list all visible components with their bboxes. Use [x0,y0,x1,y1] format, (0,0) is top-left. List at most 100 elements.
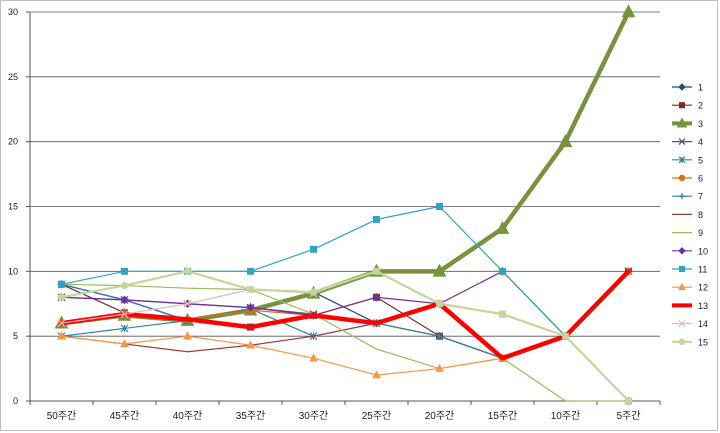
series-group [54,4,636,406]
x-tick-label: 25주간 [362,410,392,422]
data-point [435,363,444,372]
legend-label: 5 [698,155,703,165]
legend-entry-10: 10 [672,246,708,256]
legend-label: 6 [698,174,703,184]
data-point [183,267,192,275]
x-tick-label: 45주간 [110,410,140,422]
data-point [372,267,381,275]
legend-entry-4: 4 [672,137,703,147]
data-point [435,300,444,308]
legend-marker [678,83,686,91]
data-point [120,310,129,319]
x-tick-label: 50주간 [47,410,77,422]
series-line-13 [59,269,631,361]
x-tick-label: 35주간 [236,410,266,422]
legend-entry-6: 6 [672,174,703,184]
legend-marker [678,102,686,109]
legend-label: 10 [698,246,708,256]
legend-entry-12: 12 [672,283,708,293]
series-line-15 [60,270,630,403]
data-point [120,281,129,290]
data-point [183,331,192,340]
legend-marker [678,320,686,328]
data-point [561,332,570,340]
legend-entry-2: 2 [672,101,703,111]
y-tick-label: 25 [8,72,18,82]
data-point [435,332,444,341]
legend-label: 1 [698,83,703,93]
data-point [495,220,510,234]
legend-entry-11: 11 [672,265,707,275]
axes: 0 5 10 15 20 25 30 50주간 45주간 40주간 35주간 30주간 25주간 20주간… [8,7,661,422]
y-tick-label: 20 [8,137,18,147]
x-tick-label: 40주간 [173,410,203,422]
legend-marker [678,156,686,164]
legend-label: 8 [698,210,703,220]
data-point [373,215,380,223]
legend-entry-7: 7 [672,192,703,202]
data-point [246,303,255,312]
x-tick-label: 30주간 [299,410,329,422]
legend-marker [679,193,685,200]
y-tick-label: 0 [13,396,18,406]
legend-label: 14 [698,319,708,329]
data-point [183,299,192,308]
legend-label: 3 [698,119,703,129]
data-point [246,340,255,349]
legend-label: 7 [698,192,703,202]
data-point [57,331,66,340]
legend-label: 15 [698,337,708,347]
legend-label: 4 [698,137,703,147]
legend-entry-3: 3 [672,117,703,129]
legend-entry-5: 5 [672,155,703,165]
legend-marker [678,265,686,273]
data-point [120,324,129,333]
y-tick-label: 10 [8,266,18,276]
legend-marker [678,138,686,146]
data-point [309,288,318,296]
data-point [58,280,65,288]
series-line-9 [60,283,630,402]
series-11 [58,203,632,405]
legend-marker [678,174,686,182]
series-9 [60,283,630,402]
legend-entry-15: 15 [672,337,708,347]
data-point [372,293,381,302]
series-3 [54,4,636,329]
data-point [120,339,129,348]
data-point [372,370,381,379]
x-tick-label: 15주간 [488,410,518,422]
data-point [246,285,255,294]
series-line-11 [60,205,630,402]
data-point [558,133,573,147]
legend-marker [678,247,686,255]
data-point [121,267,128,275]
x-tick-label: 20주간 [425,410,455,422]
x-tick-label: 10주간 [551,410,581,422]
data-point [310,245,317,253]
data-point [247,267,254,275]
legend-entry-1: 1 [672,83,703,93]
legend-entry-14: 14 [672,319,708,329]
y-tick-label: 5 [13,331,18,341]
data-point [624,397,633,405]
legend-label: 2 [698,101,703,111]
legend-marker [678,282,686,291]
data-point [120,295,129,305]
legend-label: 9 [698,228,703,238]
data-point [432,263,447,277]
data-point [57,293,66,301]
x-tick-label: 5주간 [617,410,641,422]
data-point [499,267,506,275]
data-point [498,310,507,318]
legend-entry-8: 8 [672,210,703,220]
series-line-3 [59,9,631,326]
y-tick-label: 15 [8,202,18,212]
data-point [57,319,66,328]
data-point [309,353,318,362]
legend-marker [678,338,686,345]
legend-entry-9: 9 [672,228,703,238]
